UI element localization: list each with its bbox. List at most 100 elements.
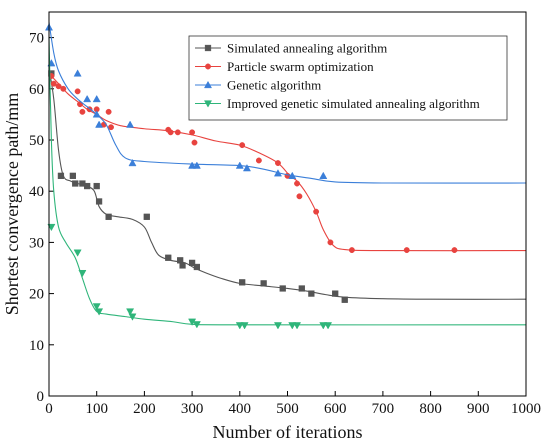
data-point <box>108 124 114 131</box>
data-point <box>73 249 82 257</box>
data-point <box>298 285 305 292</box>
data-point <box>95 120 104 128</box>
data-point <box>191 139 198 146</box>
legend-label: Improved genetic simulated annealing alg… <box>227 96 480 111</box>
data-point <box>403 247 410 254</box>
data-point <box>128 158 137 167</box>
data-point <box>60 85 67 92</box>
data-point <box>260 280 267 287</box>
data-point <box>324 322 333 330</box>
y-tick-label: 0 <box>37 389 45 405</box>
y-tick-label: 70 <box>29 31 44 47</box>
data-point <box>348 247 355 254</box>
axis-ticks: 0 100 200 300 400 500 600 700 800 900 1000 0 10 20 30 4… <box>29 31 541 417</box>
data-point <box>293 322 302 330</box>
data-point <box>128 313 137 321</box>
data-point <box>275 160 281 166</box>
legend-item: Particle swarm optimization <box>195 59 374 74</box>
data-point <box>92 303 101 311</box>
x-tick-label: 200 <box>133 401 156 417</box>
data-point <box>341 296 348 303</box>
data-point <box>188 259 196 267</box>
y-tick-label: 20 <box>29 287 44 303</box>
data-point <box>93 182 100 190</box>
x-tick-label: 800 <box>419 401 442 417</box>
data-point <box>296 193 303 200</box>
data-point <box>179 262 186 269</box>
series-2 <box>48 73 527 254</box>
legend-label: Simulated annealing algorithm <box>227 41 387 56</box>
data-point <box>47 223 56 232</box>
legend-item: Improved genetic simulated annealing alg… <box>195 96 480 111</box>
data-point <box>279 285 286 292</box>
y-tick-label: 60 <box>29 82 44 98</box>
data-point <box>327 239 334 246</box>
data-point <box>55 83 62 90</box>
legend-item: Genetic algorithm <box>195 78 321 93</box>
legend-box <box>188 35 508 121</box>
data-point <box>73 69 82 77</box>
x-tick-label: 400 <box>229 401 252 417</box>
y-tick-label: 40 <box>29 184 44 200</box>
x-tick-label: 300 <box>181 401 204 417</box>
legend-label: Genetic algorithm <box>227 78 321 93</box>
data-point <box>92 110 101 118</box>
data-point <box>235 161 244 169</box>
data-point <box>143 213 150 220</box>
data-point <box>239 142 246 149</box>
y-tick-label: 10 <box>29 338 44 354</box>
legend-marker <box>203 80 213 89</box>
data-point <box>105 213 112 220</box>
data-point <box>192 321 201 329</box>
x-tick-label: 1000 <box>511 401 541 417</box>
data-point <box>174 129 181 136</box>
data-point <box>126 308 135 316</box>
x-tick-label: 700 <box>372 401 395 417</box>
data-point <box>308 290 315 297</box>
data-point <box>319 171 328 179</box>
data-point <box>189 129 196 136</box>
data-point <box>165 254 172 261</box>
data-point <box>332 290 339 297</box>
x-axis-title: Number of iterations <box>213 422 363 442</box>
y-tick-label: 30 <box>29 235 44 251</box>
data-point <box>126 120 135 128</box>
data-point <box>72 180 79 187</box>
data-point <box>92 94 101 103</box>
data-point <box>83 94 92 103</box>
series-line <box>48 22 527 184</box>
legend-label: Particle swarm optimization <box>227 59 374 74</box>
data-point <box>288 171 297 179</box>
data-point <box>240 322 249 330</box>
x-tick-label: 600 <box>324 401 347 417</box>
legend: Simulated annealing algorithm Particle sw… <box>188 35 508 121</box>
data-point <box>69 172 76 179</box>
x-tick-label: 900 <box>467 401 490 417</box>
legend-marker <box>204 44 212 52</box>
data-point <box>74 88 81 95</box>
data-point <box>95 308 104 316</box>
legend-item: Simulated annealing algorithm <box>195 41 387 56</box>
series-4 <box>47 37 527 330</box>
x-tick-label: 100 <box>85 401 108 417</box>
data-point <box>294 180 300 187</box>
data-point <box>242 164 251 172</box>
data-point <box>273 322 282 330</box>
data-point <box>78 269 87 278</box>
y-axis-title: Shortest convergence path/mm <box>2 93 22 316</box>
data-point <box>84 182 91 190</box>
x-tick-label: 500 <box>276 401 299 417</box>
data-point <box>451 247 458 254</box>
series-layer <box>44 22 527 330</box>
data-point <box>57 172 65 179</box>
x-tick-label: 0 <box>45 401 53 417</box>
data-point <box>273 169 282 177</box>
plot-frame <box>48 11 527 397</box>
data-point <box>239 279 246 286</box>
data-point <box>95 198 103 205</box>
data-point <box>193 263 201 271</box>
series-1 <box>48 68 527 303</box>
data-point <box>50 80 57 87</box>
data-point <box>192 161 201 169</box>
